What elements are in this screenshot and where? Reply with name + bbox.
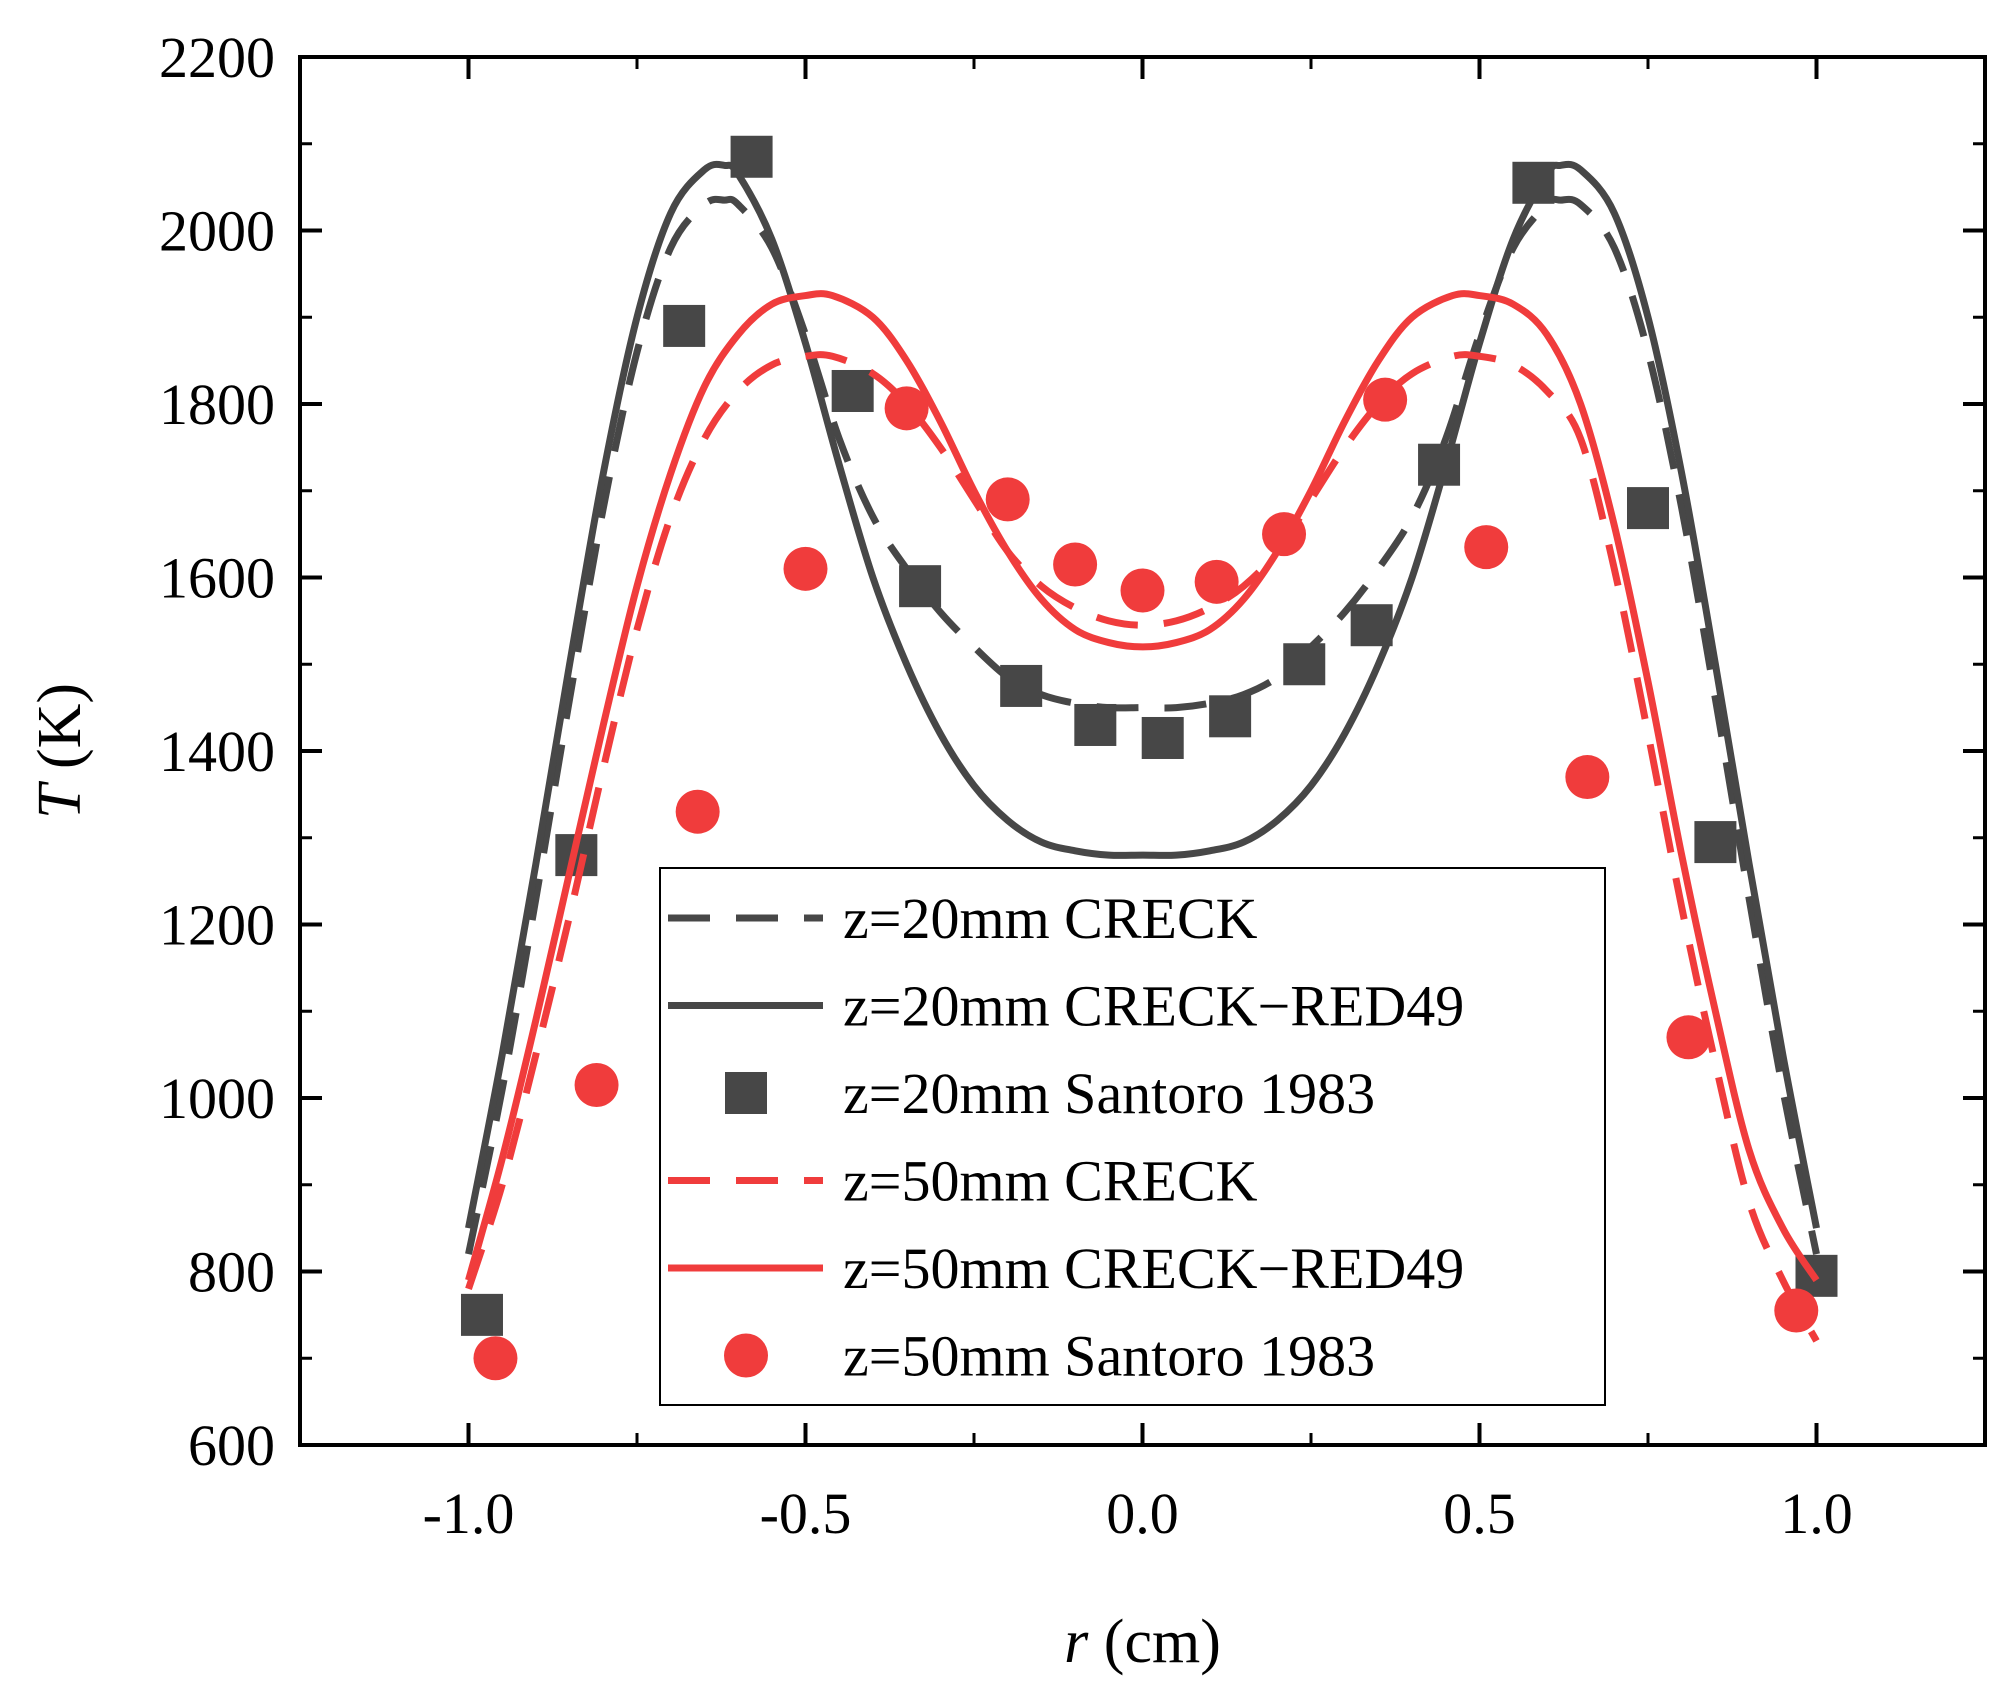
tick-labels: -1.0 -0.5 0.0 0.5 1.0 600 800 1000 1200 1400 1600 1…: [159, 25, 1853, 1546]
legend-item: z=20mm CRECK−RED49: [668, 974, 1464, 1039]
legend-item: z=50mm CRECK−RED49: [668, 1236, 1464, 1301]
legend: z=20mm CRECK z=20mm CRECK−RED49 z=20mm San…: [659, 867, 1606, 1406]
y-tick-label: 800: [188, 1240, 275, 1305]
point-z-20mm-santoro-1983: [1283, 643, 1326, 686]
line-z-20mm-creck: [465, 195, 1820, 1255]
legend-item: z=20mm CRECK: [668, 886, 1258, 951]
legend-item: z=50mm CRECK: [668, 1149, 1258, 1214]
y-axis-unit: (K): [26, 683, 94, 785]
point-z-50mm-santoro-1983: [884, 386, 929, 431]
point-z-50mm-santoro-1983: [1120, 568, 1165, 613]
line-z-50mm-creck-red49: [465, 290, 1820, 1283]
legend-label: z=50mm CRECK: [843, 1149, 1258, 1214]
line-z-50mm-creck: [465, 351, 1820, 1343]
point-z-20mm-santoro-1983: [730, 135, 773, 178]
point-z-50mm-santoro-1983: [1194, 559, 1239, 604]
y-tick-label: 1800: [159, 372, 275, 437]
x-tick-label: -0.5: [760, 1481, 852, 1546]
x-tick-label: 0.5: [1443, 1481, 1516, 1546]
point-z-50mm-santoro-1983: [675, 789, 720, 834]
point-z-20mm-santoro-1983: [663, 304, 706, 347]
point-z-20mm-santoro-1983: [1418, 443, 1461, 486]
legend-item: z=20mm Santoro 1983: [725, 1061, 1375, 1126]
series-z-50mm-creck: [465, 351, 1820, 1343]
x-axis-symbol: r: [1064, 1608, 1089, 1676]
point-z-50mm-santoro-1983: [574, 1062, 619, 1107]
point-z-20mm-santoro-1983: [460, 1293, 503, 1336]
point-z-50mm-santoro-1983: [1262, 512, 1307, 557]
series-z-20mm-creck: [465, 195, 1820, 1255]
y-tick-label: 2000: [159, 199, 275, 264]
point-z-50mm-santoro-1983: [1565, 755, 1610, 800]
legend-label: z=20mm Santoro 1983: [843, 1061, 1375, 1126]
y-axis-symbol: T: [26, 780, 94, 819]
series-z-20mm-creck-red49: [465, 160, 1820, 1229]
y-axis-title: T (K): [26, 683, 94, 819]
y-tick-label: 1600: [159, 546, 275, 611]
point-z-50mm-santoro-1983: [1053, 542, 1098, 587]
series-z-50mm-creck-red49: [465, 290, 1820, 1283]
series-layer: [460, 135, 1838, 1381]
x-axis-title: r (cm): [1064, 1608, 1221, 1676]
point-z-20mm-santoro-1983: [1000, 664, 1043, 707]
legend-label: z=50mm CRECK−RED49: [843, 1236, 1464, 1301]
legend-label: z=50mm Santoro 1983: [843, 1324, 1375, 1389]
point-z-50mm-santoro-1983: [1774, 1288, 1819, 1333]
y-tick-label: 1400: [159, 719, 275, 784]
line-z-20mm-creck-red49: [465, 160, 1820, 1229]
x-tick-label: -1.0: [423, 1481, 515, 1546]
y-tick-label: 1200: [159, 893, 275, 958]
point-z-20mm-santoro-1983: [899, 565, 942, 608]
legend-box: [659, 867, 1606, 1406]
y-tick-label: 2200: [159, 25, 275, 90]
point-z-50mm-santoro-1983: [1666, 1015, 1711, 1060]
point-z-20mm-santoro-1983: [1694, 821, 1737, 864]
point-z-50mm-santoro-1983: [1464, 525, 1509, 570]
series-z-50mm-santoro-1983: [473, 377, 1819, 1381]
legend-item: z=50mm Santoro 1983: [724, 1324, 1375, 1389]
point-z-50mm-santoro-1983: [473, 1336, 518, 1381]
point-z-50mm-santoro-1983: [783, 546, 828, 591]
point-z-20mm-santoro-1983: [1627, 487, 1669, 530]
x-tick-label: 0.0: [1106, 1481, 1179, 1546]
point-z-20mm-santoro-1983: [1074, 703, 1117, 746]
y-tick-label: 1000: [159, 1066, 275, 1131]
legend-label: z=20mm CRECK−RED49: [843, 974, 1464, 1039]
legend-label: z=20mm CRECK: [843, 886, 1258, 951]
point-z-20mm-santoro-1983: [1209, 695, 1252, 738]
legend-swatch: [725, 1072, 767, 1114]
legend-swatch: [724, 1333, 768, 1378]
point-z-50mm-santoro-1983: [985, 477, 1030, 522]
x-axis-unit: (cm): [1088, 1608, 1221, 1676]
x-tick-label: 1.0: [1780, 1481, 1853, 1546]
point-z-20mm-santoro-1983: [1350, 604, 1393, 647]
point-z-20mm-santoro-1983: [1512, 161, 1555, 204]
point-z-50mm-santoro-1983: [1363, 377, 1408, 422]
point-z-20mm-santoro-1983: [1141, 716, 1184, 759]
plot-frame: [298, 55, 1987, 1447]
y-tick-label: 600: [188, 1413, 275, 1478]
point-z-20mm-santoro-1983: [831, 369, 874, 412]
